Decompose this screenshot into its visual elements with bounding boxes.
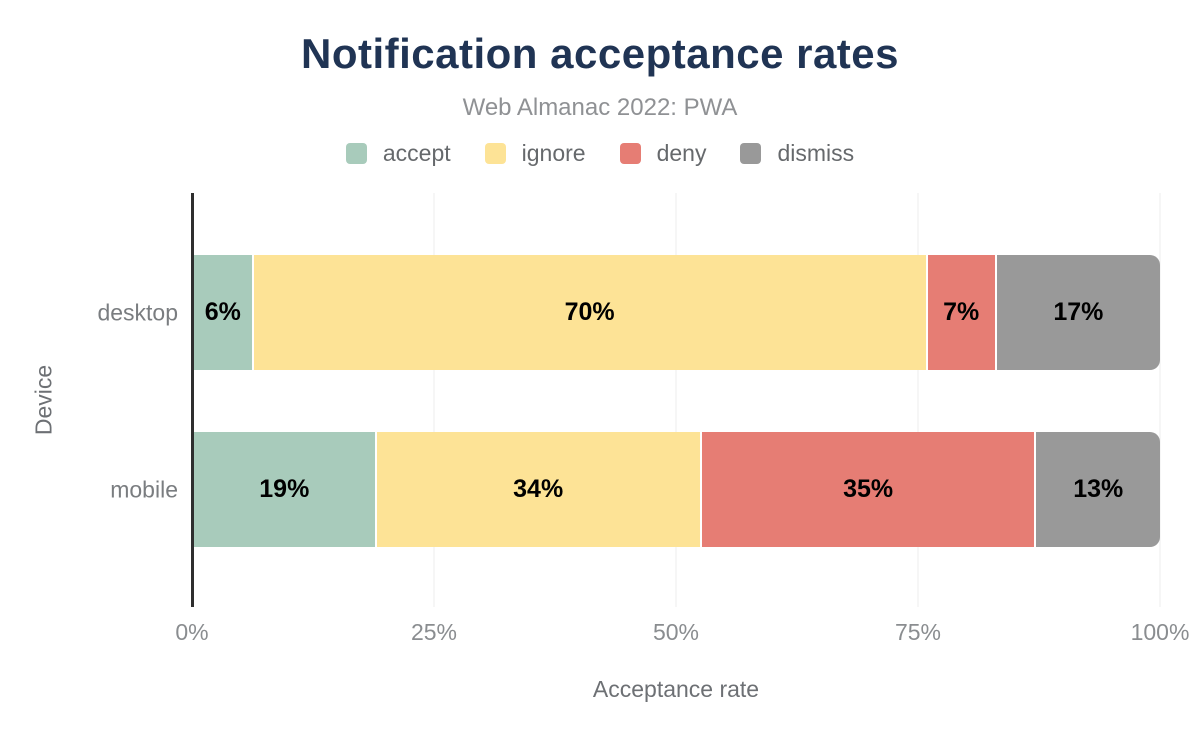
bar-mobile-accept-value: 19% — [259, 475, 310, 503]
x-tick-label-25: 25% — [410, 619, 458, 645]
x-axis-title: Acceptance rate — [592, 676, 760, 702]
bar-mobile-deny-value: 35% — [843, 475, 894, 503]
legend-label-deny: deny — [656, 140, 707, 166]
bar-mobile-accept-segment: 19% — [194, 432, 375, 547]
category-label-mobile: mobile — [110, 476, 178, 502]
bar-mobile-ignore-value: 34% — [513, 475, 564, 503]
category-label-desktop: desktop — [97, 299, 178, 325]
bar-mobile-ignore-segment: 34% — [376, 432, 700, 547]
bar-mobile-dismiss-value: 13% — [1073, 475, 1124, 503]
bar-desktop: 6% 70% 7% 17% — [194, 255, 1160, 370]
bar-mobile: 19% 34% 35% 13% — [194, 432, 1160, 547]
legend-item-dismiss: dismiss — [740, 140, 854, 167]
bar-desktop-dismiss-segment: 17% — [996, 255, 1160, 370]
legend-label-accept: accept — [382, 140, 451, 166]
x-tick-label-100: 100% — [1130, 619, 1190, 645]
bar-desktop-ignore-segment: 70% — [253, 255, 926, 370]
chart-subtitle: Web Almanac 2022: PWA — [462, 94, 738, 121]
x-tick-label-0: 0% — [175, 619, 209, 645]
legend-swatch-icon-ignore — [484, 143, 506, 164]
legend-swatch-icon-deny — [619, 143, 641, 164]
chart-title: Notification acceptance rates — [300, 30, 900, 77]
bar-desktop-dismiss-value: 17% — [1053, 298, 1104, 326]
plot-area: 6% 70% 7% 17% desktop 19% 34% 35% 13% mobile 0% 25%… — [97, 193, 1189, 645]
legend-swatch-icon-accept — [345, 143, 367, 164]
legend-swatch-icon-dismiss — [740, 143, 762, 164]
gridline-50 — [675, 193, 677, 607]
gridline-25 — [433, 193, 435, 607]
y-axis-line — [191, 193, 194, 607]
legend: accept ignore deny dismiss — [0, 140, 1200, 167]
legend-item-deny: deny — [619, 140, 707, 167]
bar-desktop-deny-value: 7% — [943, 298, 980, 326]
bar-desktop-ignore-value: 70% — [564, 298, 615, 326]
legend-label-dismiss: dismiss — [777, 140, 855, 166]
gridline-75 — [917, 193, 919, 607]
x-tick-label-50: 50% — [652, 619, 700, 645]
bar-desktop-deny-segment: 7% — [927, 255, 995, 370]
bar-desktop-accept-value: 6% — [204, 298, 241, 326]
gridline-100 — [1159, 193, 1161, 607]
legend-label-ignore: ignore — [521, 140, 586, 166]
bar-desktop-accept-segment: 6% — [194, 255, 252, 370]
x-tick-label-75: 75% — [894, 619, 942, 645]
bar-mobile-dismiss-segment: 13% — [1036, 432, 1160, 547]
legend-item-ignore: ignore — [484, 140, 586, 167]
y-axis-title: Device — [30, 364, 57, 436]
bar-mobile-deny-segment: 35% — [701, 432, 1035, 547]
legend-item-accept: accept — [345, 140, 451, 167]
